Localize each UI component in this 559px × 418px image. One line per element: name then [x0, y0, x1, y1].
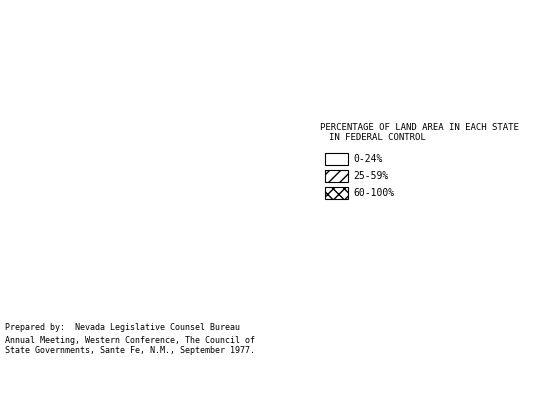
Text: 25-59%: 25-59%	[353, 171, 389, 181]
Bar	[325, 170, 348, 182]
Bar	[325, 187, 348, 199]
Text: Prepared by:  Nevada Legislative Counsel Bureau: Prepared by: Nevada Legislative Counsel …	[5, 323, 240, 332]
Text: 60-100%: 60-100%	[353, 188, 395, 198]
Bar	[325, 153, 348, 165]
Text: 0-24%: 0-24%	[353, 154, 383, 164]
Text: State Governments, Sante Fe, N.M., September 1977.: State Governments, Sante Fe, N.M., Septe…	[5, 346, 255, 355]
Text: IN FEDERAL CONTROL: IN FEDERAL CONTROL	[329, 133, 426, 142]
Text: Annual Meeting, Western Conference, The Council of: Annual Meeting, Western Conference, The …	[5, 336, 255, 345]
Text: PERCENTAGE OF LAND AREA IN EACH STATE: PERCENTAGE OF LAND AREA IN EACH STATE	[320, 123, 519, 132]
